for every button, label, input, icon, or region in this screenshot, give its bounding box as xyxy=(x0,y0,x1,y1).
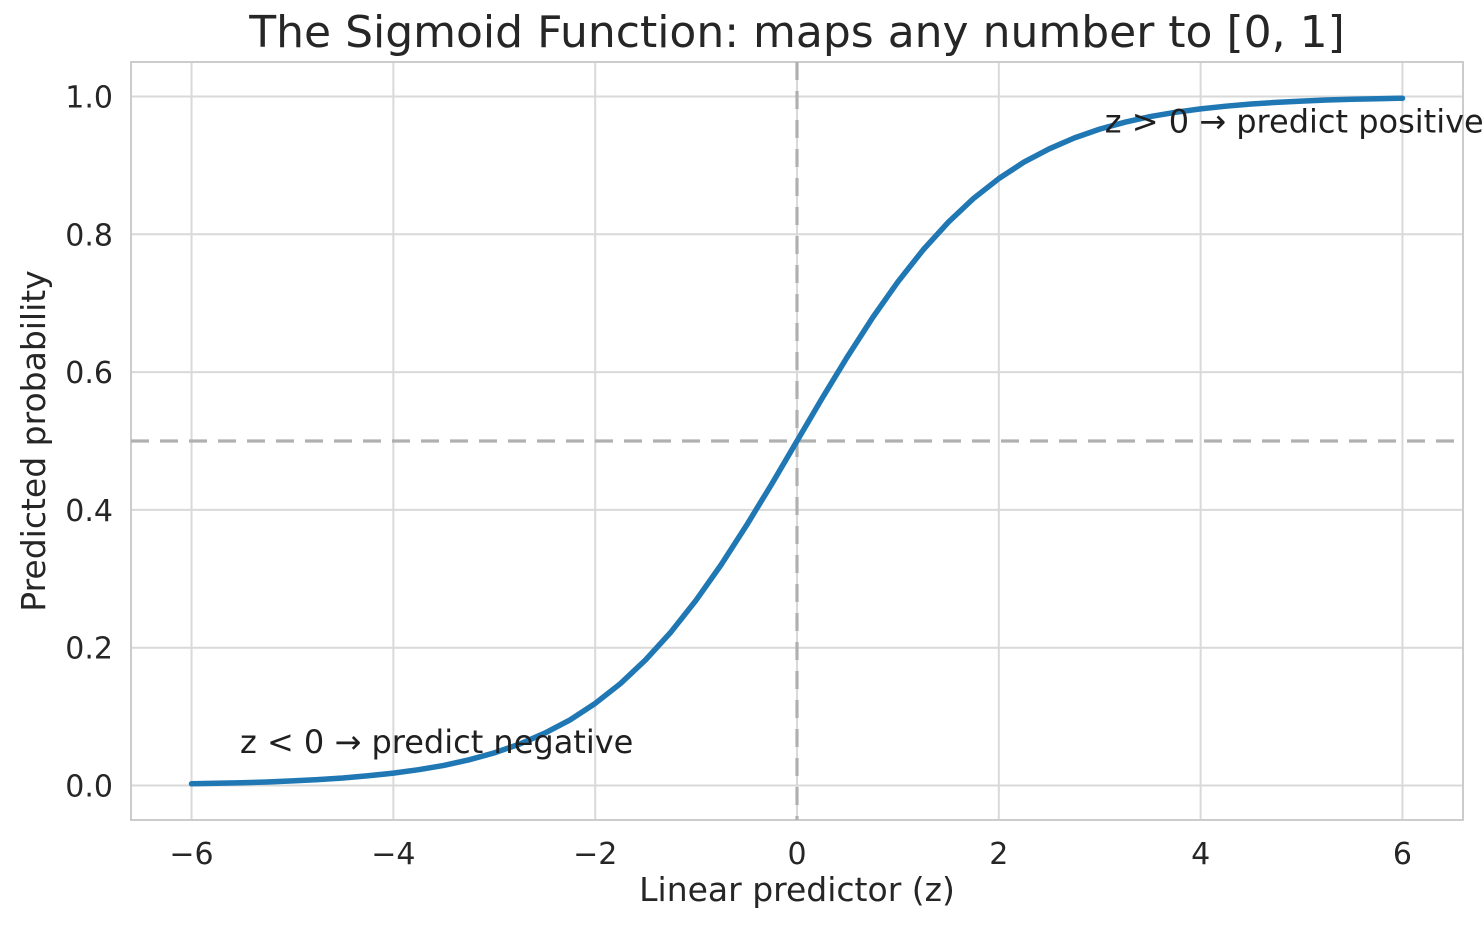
y-tick-label: 0.0 xyxy=(65,770,113,805)
y-tick-label: 0.6 xyxy=(65,356,113,391)
annotation-label: z < 0 → predict negative xyxy=(240,723,633,761)
annotations: z > 0 → predict positive z < 0 → predict … xyxy=(240,102,1484,761)
x-tick-label: −6 xyxy=(169,837,213,872)
y-tick-label: 0.2 xyxy=(65,632,113,667)
y-tick-label: 0.4 xyxy=(65,494,113,529)
x-axis-label: Linear predictor (z) xyxy=(639,870,955,909)
x-tick-label: 0 xyxy=(787,837,806,872)
y-tick-label: 1.0 xyxy=(65,80,113,115)
y-tick-labels: 0.0 0.2 0.4 0.6 0.8 1.0 xyxy=(65,80,113,804)
y-axis-label: Predicted probability xyxy=(14,270,53,611)
x-tick-label: −4 xyxy=(371,837,415,872)
sigmoid-curve xyxy=(188,95,1406,787)
x-tick-label: 2 xyxy=(989,837,1008,872)
x-tick-labels: −6 −4 −2 0 2 4 6 xyxy=(169,837,1412,872)
x-tick-label: 4 xyxy=(1191,837,1210,872)
annotation-label: z > 0 → predict positive xyxy=(1105,102,1484,140)
x-tick-label: 6 xyxy=(1393,837,1412,872)
chart-title: The Sigmoid Function: maps any number to… xyxy=(248,7,1345,58)
x-tick-label: −2 xyxy=(573,837,617,872)
y-tick-label: 0.8 xyxy=(65,218,113,253)
